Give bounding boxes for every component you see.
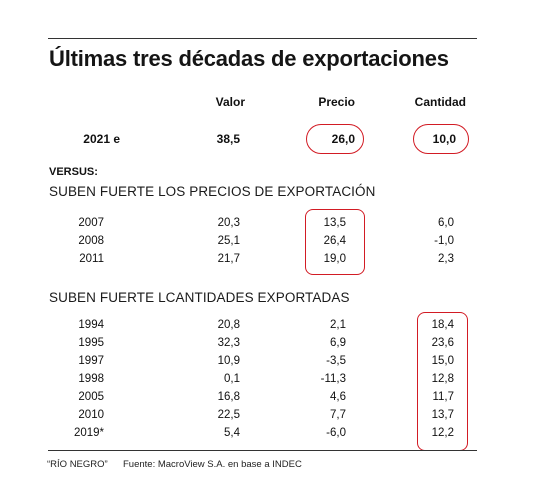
cell-precio: 7,7 [330,409,346,421]
highlight-valor: 38,5 [216,132,240,146]
cell-year: 1994 [78,319,104,331]
table-row: 2005 16,8 4,6 11,7 [0,391,535,409]
column-header-valor: Valor [215,95,245,109]
page-title: Últimas tres décadas de exportaciones [49,46,449,71]
cell-valor: 5,4 [224,427,240,439]
cell-cantidad: 2,3 [438,253,454,265]
table-row: 2011 21,7 19,0 2,3 [0,253,535,271]
cell-valor: 22,5 [217,409,240,421]
cell-year: 2011 [79,253,104,265]
table-row: 1997 10,9 -3,5 15,0 [0,355,535,373]
highlight-cantidad: 10,0 [432,132,456,146]
table-row: 2008 25,1 26,4 -1,0 [0,235,535,253]
section-title-precios: SUBEN FUERTE LOS PRECIOS DE EXPORTACIÓN [49,184,376,199]
cell-precio: 19,0 [323,253,346,265]
cell-precio: -6,0 [326,427,346,439]
cell-precio: -11,3 [320,373,346,385]
cell-cantidad: -1,0 [434,235,454,247]
table-row: 2019* 5,4 -6,0 12,2 [0,427,535,445]
cell-valor: 20,8 [217,319,240,331]
versus-label: VERSUS: [49,166,98,178]
cell-year: 2008 [78,235,104,247]
cell-cantidad: 6,0 [438,217,454,229]
table-row: 1998 0,1 -11,3 12,8 [0,373,535,391]
cell-year: 2007 [78,217,104,229]
cell-year: 1998 [78,373,104,385]
cell-valor: 16,8 [217,391,240,403]
cell-year: 1995 [78,337,104,349]
cell-cantidad: 23,6 [431,337,454,349]
table-row: 1994 20,8 2,1 18,4 [0,319,535,337]
cell-valor: 10,9 [217,355,240,367]
cell-year: 2005 [78,391,104,403]
bottom-rule [48,450,477,451]
cell-valor: 25,1 [217,235,240,247]
cell-cantidad: 13,7 [431,409,454,421]
highlight-year: 2021 e [83,132,120,146]
section-title-cantidades: SUBEN FUERTE LCANTIDADES EXPORTADAS [49,290,350,305]
column-header-cantidad: Cantidad [414,95,466,109]
cell-cantidad: 11,7 [432,391,454,403]
cell-cantidad: 12,8 [431,373,454,385]
cell-valor: 0,1 [224,373,240,385]
cell-year: 2010 [78,409,104,421]
cell-precio: 6,9 [330,337,346,349]
cell-precio: 2,1 [330,319,346,331]
cell-cantidad: 18,4 [431,319,454,331]
table-row: 2007 20,3 13,5 6,0 [0,217,535,235]
table-row: 2010 22,5 7,7 13,7 [0,409,535,427]
precios-highlight-box [305,209,365,275]
footer-publication: “RÍO NEGRO” [47,459,108,470]
top-rule [48,38,477,39]
highlight-precio-circle [306,124,364,154]
highlight-precio: 26,0 [331,132,355,146]
cell-year: 2019* [73,427,104,439]
cell-valor: 21,7 [217,253,240,265]
cell-cantidad: 12,2 [431,427,454,439]
cell-precio: 13,5 [323,217,346,229]
highlight-cantidad-circle [413,124,469,154]
cell-precio: 26,4 [323,235,346,247]
cell-precio: 4,6 [330,391,346,403]
cell-valor: 20,3 [217,217,240,229]
footer-credit: Fuente: MacroView S.A. en base a INDEC [123,459,302,470]
cell-year: 1997 [78,355,104,367]
cell-valor: 32,3 [217,337,240,349]
cell-precio: -3,5 [326,355,346,367]
column-header-precio: Precio [318,95,355,109]
cell-cantidad: 15,0 [431,355,454,367]
table-row: 1995 32,3 6,9 23,6 [0,337,535,355]
